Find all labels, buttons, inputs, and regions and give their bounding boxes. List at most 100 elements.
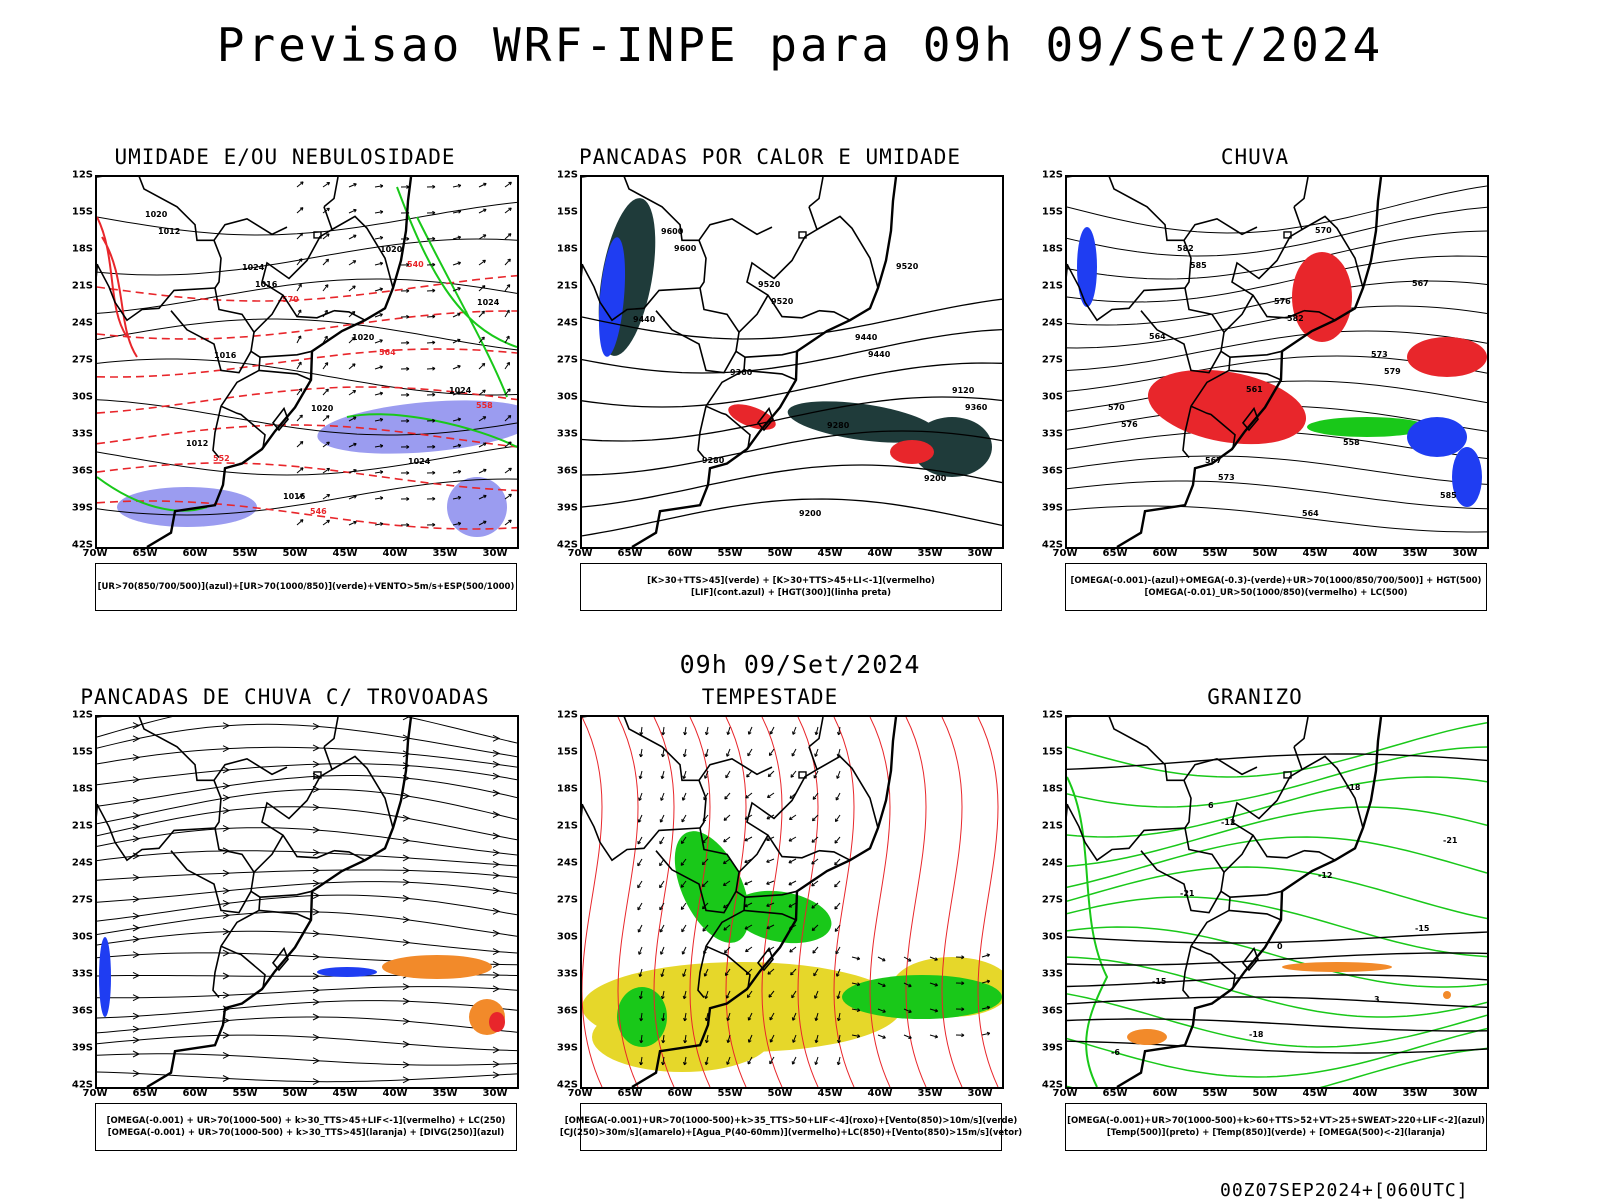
- latitude-label: 15S: [1042, 747, 1063, 758]
- contour-label: 576: [1121, 420, 1138, 429]
- longitude-label: 55W: [233, 1088, 258, 1099]
- latitude-label: 18S: [1042, 784, 1063, 795]
- contour-label: 0: [1277, 942, 1283, 951]
- latitude-label: 24S: [1042, 858, 1063, 869]
- latitude-label: 24S: [72, 318, 93, 329]
- longitude-label: 35W: [433, 548, 458, 559]
- latitude-label: 12S: [72, 170, 93, 181]
- sub-title: 09h 09/Set/2024: [600, 650, 1000, 679]
- map-graphics: 5855825795765735705675645615585855825765…: [1067, 177, 1487, 547]
- legend-line: [Temp(500)](preto) + [Temp(850)](verde) …: [1107, 1127, 1445, 1139]
- longitude-label: 55W: [1203, 1088, 1228, 1099]
- longitude-label: 70W: [1053, 1088, 1078, 1099]
- contour-label: 9440: [868, 350, 891, 359]
- panel-title: PANCADAS DE CHUVA C/ TROVOADAS: [55, 685, 515, 709]
- legend-box: [K>30+TTS>45](verde) + [K>30+TTS>45+LI<-…: [580, 563, 1002, 611]
- latitude-label: 30S: [557, 932, 578, 943]
- contour-label: 567: [1412, 279, 1429, 288]
- latitude-label: 21S: [1042, 281, 1063, 292]
- contour-label: 570: [1315, 226, 1332, 235]
- latitude-label: 30S: [72, 932, 93, 943]
- contour-label: 9600: [674, 244, 697, 253]
- run-timestamp: 00Z07SEP2024+[060UTC]: [1220, 1180, 1469, 1201]
- longitude-label: 45W: [333, 1088, 358, 1099]
- latitude-label: 36S: [72, 1006, 93, 1017]
- longitude-label: 45W: [818, 1088, 843, 1099]
- latitude-label: 24S: [1042, 318, 1063, 329]
- longitude-label: 60W: [1153, 548, 1178, 559]
- latitude-label: 27S: [557, 895, 578, 906]
- longitude-label: 65W: [618, 1088, 643, 1099]
- longitude-label: 45W: [333, 548, 358, 559]
- longitude-label: 50W: [768, 548, 793, 559]
- latitude-label: 33S: [72, 969, 93, 980]
- longitude-label: 65W: [1103, 548, 1128, 559]
- latitude-label: 18S: [72, 244, 93, 255]
- longitude-label: 30W: [968, 1088, 993, 1099]
- latitude-label: 30S: [557, 392, 578, 403]
- contour-label: 9440: [855, 333, 878, 342]
- panel-title: UMIDADE E/OU NEBULOSIDADE: [55, 145, 515, 169]
- longitude-label: 35W: [918, 1088, 943, 1099]
- contour-label: 1020: [352, 333, 375, 342]
- contour-label: 540: [407, 260, 424, 269]
- contour-label: 570: [1108, 403, 1125, 412]
- contour-label: -21: [1443, 836, 1458, 845]
- contour-label: 573: [1218, 473, 1235, 482]
- longitude-label: 55W: [718, 548, 743, 559]
- contour-label: 1020: [380, 245, 403, 254]
- longitude-label: 30W: [1453, 1088, 1478, 1099]
- latitude-label: 36S: [557, 1006, 578, 1017]
- contour-label: 9520: [896, 262, 919, 271]
- longitude-label: 40W: [868, 1088, 893, 1099]
- contour-label: 1012: [158, 227, 180, 236]
- panel-title: TEMPESTADE: [540, 685, 1000, 709]
- contour-label: 9200: [924, 474, 947, 483]
- longitude-label: 30W: [483, 548, 508, 559]
- longitude-label: 45W: [818, 548, 843, 559]
- contour-label: 1024: [408, 457, 431, 466]
- latitude-label: 39S: [557, 503, 578, 514]
- longitude-label: 65W: [133, 548, 158, 559]
- longitude-label: 30W: [1453, 548, 1478, 559]
- latitude-label: 33S: [1042, 969, 1063, 980]
- longitude-label: 70W: [83, 548, 108, 559]
- legend-line: [CJ(250)>30m/s](amarelo)+[Agua_P(40-60mm…: [560, 1127, 1022, 1139]
- longitude-label: 60W: [668, 1088, 693, 1099]
- contour-label: 9280: [702, 456, 725, 465]
- latitude-label: 33S: [1042, 429, 1063, 440]
- latitude-label: 36S: [557, 466, 578, 477]
- contour-label: -15: [1152, 977, 1167, 986]
- latitude-label: 12S: [1042, 710, 1063, 721]
- contour-label: 573: [1371, 350, 1388, 359]
- legend-box: [OMEGA(-0.001)+UR>70(1000-500)+k>35_TTS>…: [580, 1103, 1002, 1151]
- contour-label: 6: [1208, 801, 1214, 810]
- longitude-label: 30W: [968, 548, 993, 559]
- latitude-label: 30S: [72, 392, 93, 403]
- longitude-label: 35W: [433, 1088, 458, 1099]
- panel-title: GRANIZO: [1025, 685, 1485, 709]
- map-graphics: 1012101610201024101210161020102410161020…: [97, 177, 517, 547]
- latitude-label: 30S: [1042, 932, 1063, 943]
- legend-line: [OMEGA(-0.001)+UR>70(1000-500)+k>60+TTS>…: [1067, 1115, 1485, 1127]
- main-title: Previsao WRF-INPE para 09h 09/Set/2024: [0, 18, 1600, 72]
- longitude-label: 65W: [618, 548, 643, 559]
- legend-box: [OMEGA(-0.001)+UR>70(1000-500)+k>60+TTS>…: [1065, 1103, 1487, 1151]
- contour-label: 3: [1374, 995, 1380, 1004]
- latitude-label: 18S: [1042, 244, 1063, 255]
- latitude-label: 33S: [557, 969, 578, 980]
- contour-label: -15: [1415, 924, 1430, 933]
- latitude-label: 39S: [72, 1043, 93, 1054]
- longitude-label: 65W: [1103, 1088, 1128, 1099]
- longitude-label: 55W: [718, 1088, 743, 1099]
- contour-label: 561: [1246, 385, 1263, 394]
- legend-box: [OMEGA(-0.001)-(azul)+OMEGA(-0.3)-(verde…: [1065, 563, 1487, 611]
